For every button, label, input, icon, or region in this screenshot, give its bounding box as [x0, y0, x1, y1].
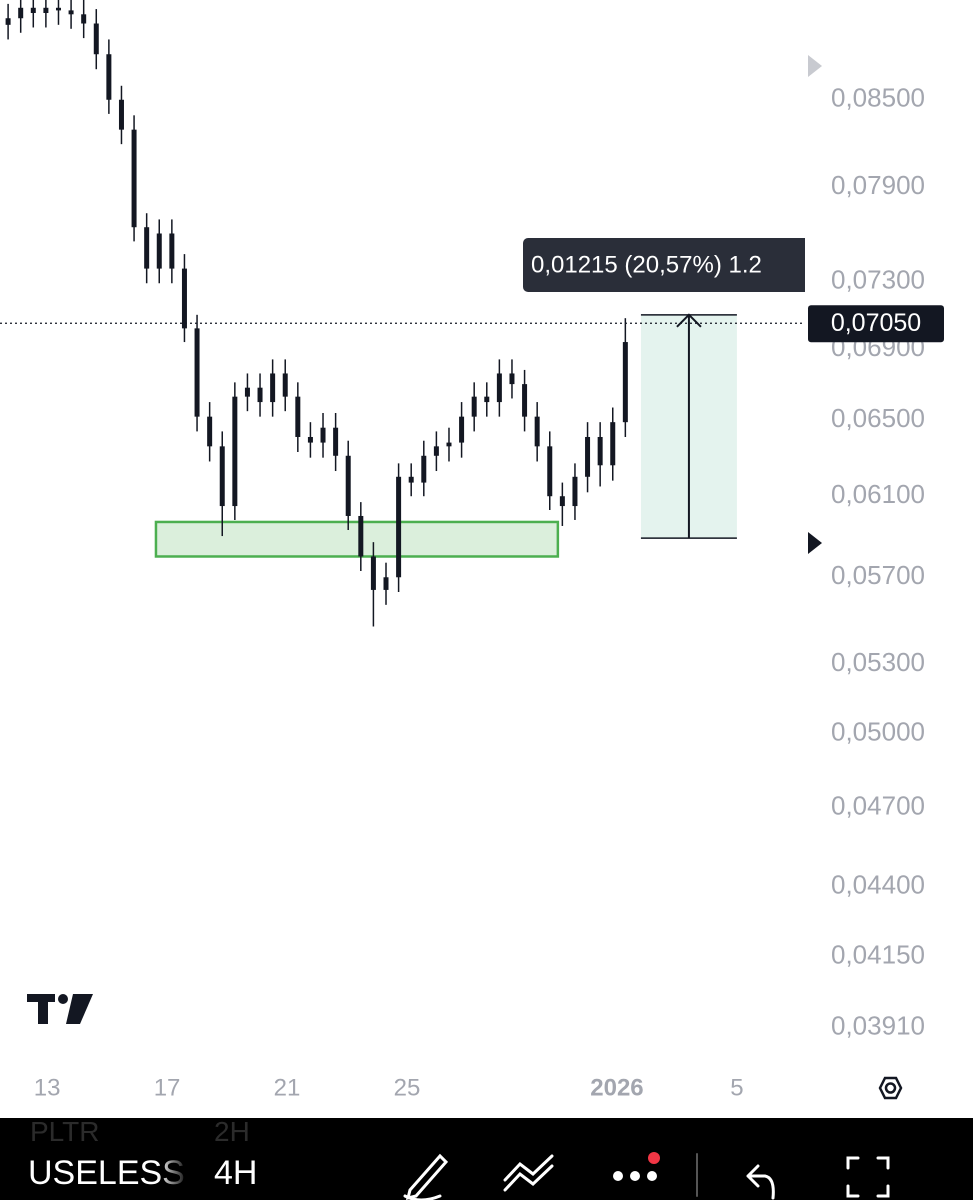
y-tick-label: 0,04400 [831, 869, 925, 899]
candle-body [446, 442, 452, 447]
draw-icon[interactable] [403, 1153, 449, 1200]
undo-icon[interactable] [746, 1164, 775, 1200]
candle-body [295, 396, 301, 437]
candle-body [106, 54, 112, 100]
x-tick-label: 17 [154, 1074, 181, 1101]
candle-body [93, 23, 99, 55]
settings-icon[interactable] [878, 1076, 903, 1100]
candle-body [68, 10, 74, 15]
y-tick-label: 0,07900 [831, 170, 925, 200]
candle-body [207, 416, 213, 447]
candle-body [320, 427, 326, 443]
candle-body [156, 233, 162, 269]
candle-body [396, 476, 402, 578]
candle-body [572, 476, 578, 507]
bottom-toolbar: PLTR 2H USELESS 4H [0, 1118, 973, 1200]
candle-body [282, 373, 288, 397]
candle-body [144, 227, 150, 269]
y-tick-label: 0,06100 [831, 479, 925, 509]
plot-area: 0,01215 (20,57%) 1.2 [0, 0, 805, 627]
candle-body [597, 436, 603, 466]
more-icon[interactable] [613, 1152, 660, 1181]
candle-body [547, 446, 553, 497]
candle-body [43, 7, 49, 14]
symbol-clip: USELESS [28, 1154, 188, 1200]
scroll-arrow[interactable] [808, 532, 822, 554]
candle-body [219, 446, 225, 507]
y-tick-label: 0,05000 [831, 717, 925, 747]
y-tick-label: 0,06500 [831, 403, 925, 433]
measure-label-box [523, 238, 805, 292]
candle-body [307, 436, 313, 443]
chart: 0,01215 (20,57%) 1.2 0,08500 0,07900 0,073… [0, 0, 944, 1101]
candle-body [181, 268, 187, 329]
candle-body [169, 233, 175, 269]
y-tick-label: 0,03910 [831, 1011, 925, 1041]
candle-body [244, 387, 250, 397]
candle-body [534, 416, 540, 447]
last-price-label: 0,07050 [831, 309, 921, 337]
candle-body [408, 476, 414, 483]
indicators-icon[interactable] [503, 1154, 554, 1192]
candle-body [585, 436, 591, 477]
candle-body [522, 384, 528, 417]
x-tick-label: 21 [274, 1074, 301, 1101]
candle-body [433, 446, 439, 456]
tradingview-logo [27, 994, 93, 1024]
support-zone [154, 520, 560, 558]
candle-body [81, 14, 87, 24]
candle-body [383, 577, 389, 590]
previous-symbol: PLTR [30, 1118, 100, 1147]
candle-body [421, 455, 427, 483]
candle-body [559, 496, 565, 507]
x-tick-label: 2026 [590, 1074, 643, 1101]
candle-body [459, 416, 465, 443]
candle-body [345, 455, 351, 516]
candle-body [257, 387, 263, 403]
previous-interval: 2H [214, 1118, 250, 1147]
x-tick-label: 13 [34, 1074, 61, 1101]
fade [158, 1154, 188, 1200]
candle-body [232, 396, 238, 507]
candle-body [18, 7, 24, 19]
candle-body [333, 427, 339, 456]
y-tick-label: 0,07300 [831, 264, 925, 294]
y-tick-label: 0,04700 [831, 791, 925, 821]
toolbar-icons [403, 1152, 890, 1200]
candle-body [358, 515, 364, 557]
candle-body [194, 328, 200, 417]
candle-body [55, 7, 61, 11]
y-tick-label: 0,04150 [831, 939, 925, 969]
last-price-box [808, 305, 944, 343]
candle-body [370, 556, 376, 590]
candle-body [5, 18, 11, 25]
x-tick-label: 25 [394, 1074, 421, 1101]
candle-body [118, 99, 124, 130]
candle-body [484, 396, 490, 403]
candle-body [509, 373, 515, 385]
interval[interactable]: 4H [214, 1154, 258, 1192]
measure-label: 0,01215 (20,57%) 1.2 [531, 251, 762, 278]
candle-body [471, 396, 477, 417]
candle-body [496, 373, 502, 403]
candle-body [131, 129, 137, 228]
scroll-arrow[interactable] [808, 55, 822, 77]
y-tick-label: 0,05700 [831, 560, 925, 590]
x-tick-label: 5 [730, 1074, 743, 1101]
candle-body [622, 342, 628, 423]
candle-body [270, 373, 276, 403]
candle-body [610, 422, 616, 466]
fullscreen-icon[interactable] [846, 1156, 890, 1198]
y-tick-label: 0,05300 [831, 647, 925, 677]
candle-body [30, 7, 36, 14]
y-tick-label: 0,08500 [831, 83, 925, 113]
